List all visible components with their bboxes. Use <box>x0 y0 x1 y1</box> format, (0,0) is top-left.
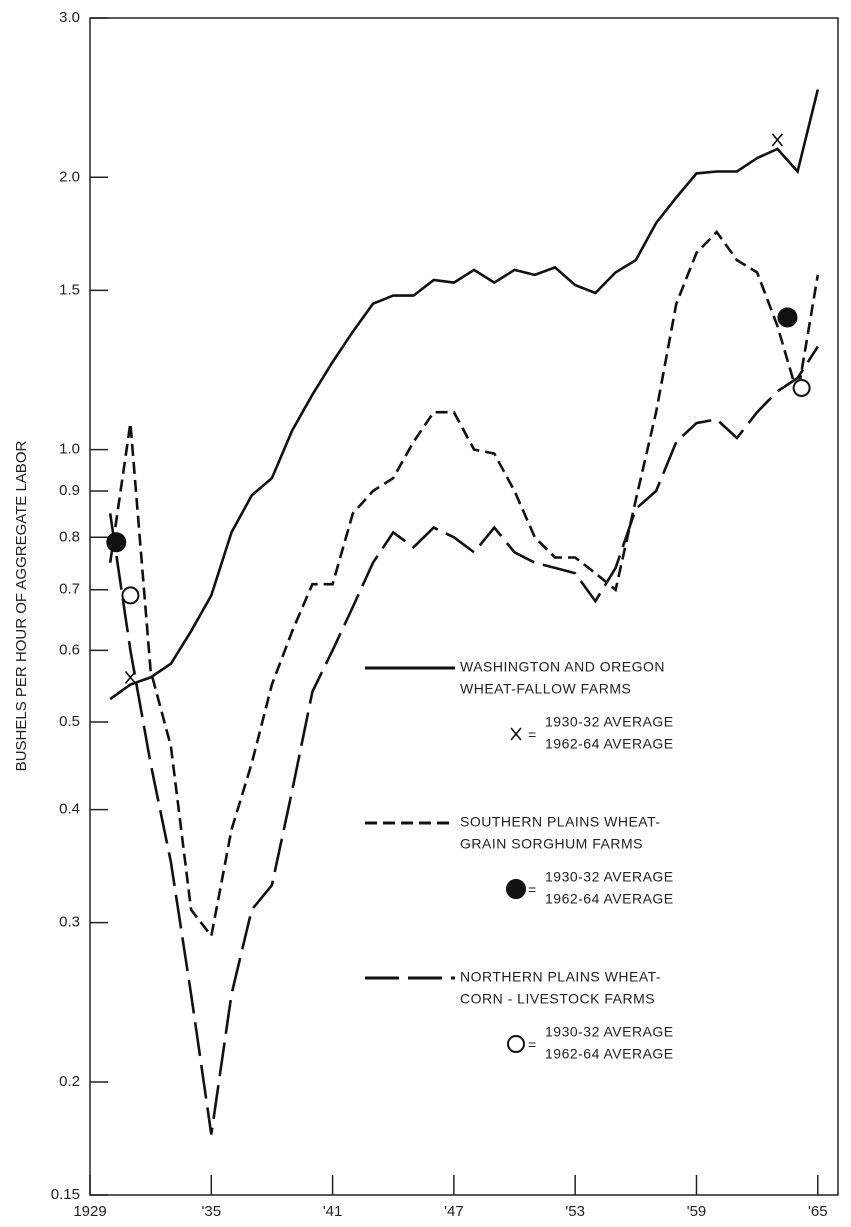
y-tick-label: 0.3 <box>59 914 80 931</box>
y-tick-label: 2.0 <box>59 168 80 185</box>
y-tick-label: 0.7 <box>59 581 80 598</box>
marker-stroke <box>771 133 783 147</box>
x-tick-label: '59 <box>687 1203 707 1220</box>
series-line <box>108 229 820 940</box>
legend-equals: = <box>528 727 537 743</box>
legend-label: WASHINGTON AND OREGON <box>460 659 665 675</box>
legend-label: CORN - LIVESTOCK FARMS <box>460 991 655 1007</box>
y-tick-label: 1.5 <box>59 281 80 298</box>
y-tick-label: 3.0 <box>59 9 80 26</box>
x-tick-label: '47 <box>444 1203 464 1220</box>
legend-label: SOUTHERN PLAINS WHEAT- <box>460 814 661 830</box>
series-line <box>108 345 819 1135</box>
y-tick-label: 0.9 <box>59 482 80 499</box>
legend-equals: = <box>528 882 537 898</box>
legend-marker-label: 1930-32 AVERAGE <box>545 1024 674 1040</box>
marker-circle <box>121 586 140 605</box>
legend-equals: = <box>528 1037 537 1053</box>
y-tick-label: 0.6 <box>59 641 80 658</box>
legend-label: WHEAT-FALLOW FARMS <box>460 681 631 697</box>
y-tick-label: 0.15 <box>51 1186 80 1203</box>
y-tick-label: 0.5 <box>59 713 80 730</box>
legend-marker-label: 1962-64 AVERAGE <box>545 1046 674 1062</box>
x-tick-label: '65 <box>808 1203 828 1220</box>
marker-circle <box>507 1035 525 1053</box>
x-tick-label: '53 <box>565 1203 585 1220</box>
x-tick-label: 1929 <box>73 1203 106 1220</box>
legend-marker-label: 1962-64 AVERAGE <box>545 736 674 752</box>
x-tick-label: '35 <box>202 1203 222 1220</box>
y-tick-label: 1.0 <box>59 441 80 458</box>
legend-marker-label: 1930-32 AVERAGE <box>545 869 674 885</box>
x-tick-label: '41 <box>323 1203 343 1220</box>
marker-x <box>771 133 783 147</box>
y-axis-label: BUSHELS PER HOUR OF AGGREGATE LABOR <box>13 441 30 772</box>
y-tick-label: 0.2 <box>59 1073 80 1090</box>
marker-x <box>510 727 522 741</box>
marker-stroke <box>510 727 522 741</box>
legend-label: NORTHERN PLAINS WHEAT- <box>460 969 661 985</box>
legend-label: GRAIN SORGHUM FARMS <box>460 836 643 852</box>
plot-frame <box>89 17 839 1196</box>
y-tick-label: 0.8 <box>59 528 80 545</box>
marker-dot <box>777 307 798 328</box>
y-tick-label: 0.4 <box>59 801 80 818</box>
legend-marker-label: 1930-32 AVERAGE <box>545 714 674 730</box>
marker-circle <box>792 378 811 397</box>
marker-dot <box>106 532 127 553</box>
legend-marker-label: 1962-64 AVERAGE <box>545 891 674 907</box>
series-line <box>109 89 820 701</box>
marker-dot <box>506 879 526 899</box>
